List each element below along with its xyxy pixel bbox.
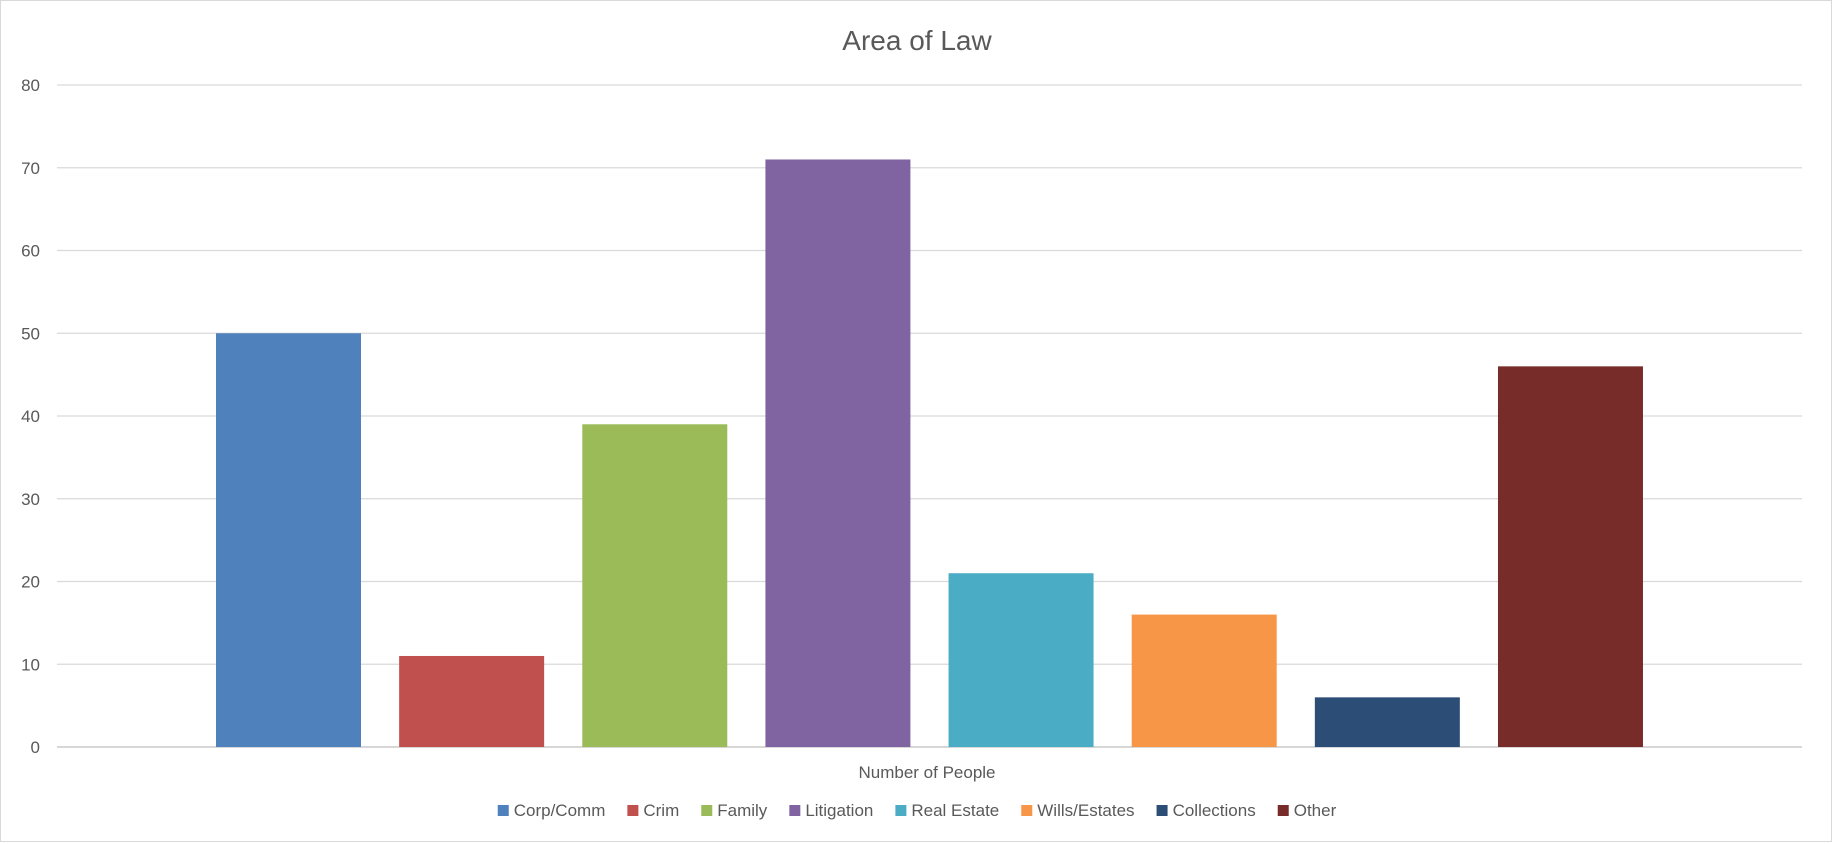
bar-other: [1497, 366, 1643, 747]
bar-family: [582, 424, 728, 747]
x-axis-label: Number of People: [858, 763, 995, 782]
legend-label-real-estate: Real Estate: [911, 801, 999, 820]
legend-label-wills-estates: Wills/Estates: [1037, 801, 1134, 820]
legend-label-other: Other: [1294, 801, 1337, 820]
legend-swatch-corp-comm: [497, 805, 509, 816]
legend-label-collections: Collections: [1173, 801, 1256, 820]
y-tick-label-80: 80: [21, 76, 40, 95]
legend-label-litigation: Litigation: [805, 801, 873, 820]
legend-swatch-family: [701, 805, 713, 816]
bar-collections: [1314, 697, 1460, 747]
legend-swatch-collections: [1156, 805, 1168, 816]
legend-swatch-litigation: [789, 805, 801, 816]
legend: Corp/Comm Crim Family Litigation Real Estate…: [497, 801, 1337, 820]
y-tick-label-20: 20: [21, 573, 40, 592]
legend-swatch-other: [1277, 805, 1289, 816]
bars: [216, 159, 1643, 748]
y-tick-label-50: 50: [21, 324, 40, 343]
bar-crim: [399, 655, 545, 747]
y-tick-label-70: 70: [21, 159, 40, 178]
legend-swatch-crim: [627, 805, 639, 816]
y-tick-label-10: 10: [21, 655, 40, 674]
legend-label-corp-comm: Corp/Comm: [514, 801, 606, 820]
legend-swatch-wills-estates: [1021, 805, 1033, 816]
legend-label-family: Family: [717, 801, 768, 820]
legend-label-crim: Crim: [643, 801, 679, 820]
y-tick-label-40: 40: [21, 407, 40, 426]
y-axis-ticks: 0 10 20 30 40 50 60 70 80: [21, 76, 40, 757]
bar-wills-estates: [1131, 614, 1277, 747]
bar-real-estate: [948, 573, 1094, 747]
y-tick-label-60: 60: [21, 242, 40, 261]
bar-litigation: [765, 159, 911, 748]
y-tick-label-0: 0: [31, 738, 40, 757]
legend-swatch-real-estate: [895, 805, 907, 816]
y-tick-label-30: 30: [21, 490, 40, 509]
chart-title: Area of Law: [842, 25, 992, 56]
bar-corp-comm: [216, 333, 361, 747]
